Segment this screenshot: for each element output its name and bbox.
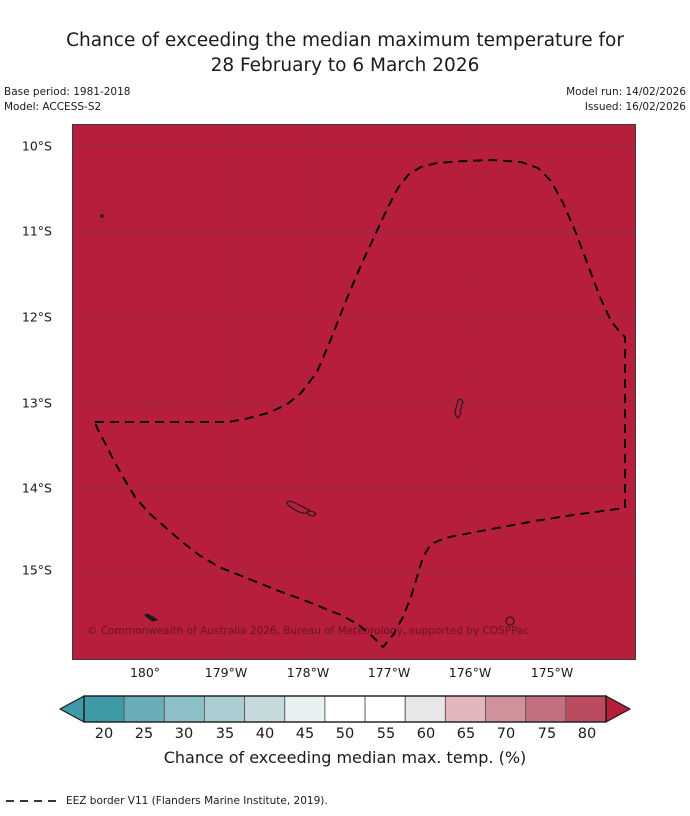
island-outlines [100,214,515,626]
x-tick-label: 178°W [286,665,330,680]
x-tick-label: 175°W [530,665,574,680]
colorbar-band [244,695,286,723]
island-speck-northwest [100,214,104,218]
footer-legend: EEZ border V11 (Flanders Marine Institut… [4,795,328,807]
y-tick-label: 12°S [21,309,52,325]
y-tick-label: 15°S [21,562,52,578]
colorbar-band [284,695,326,723]
island-small-southwest [144,613,159,622]
issued-text: Issued: 16/02/2026 [584,101,686,113]
y-tick-label: 11°S [21,223,52,239]
colorbar-band [404,695,446,723]
colorbar-band [525,695,567,723]
colorbar-tick-label: 80 [577,726,597,742]
metadata-left: Base period: 1981-2018 Model: ACCESS-S2 [4,85,130,115]
colorbar-svg [59,695,631,723]
island-kadavu [306,510,317,517]
page-title: Chance of exceeding the median maximum t… [0,28,690,78]
colorbar [0,690,690,760]
colorbar-tick-label: 65 [456,726,476,742]
colorbar-band [204,695,246,723]
x-tick-label: 176°W [448,665,492,680]
map-svg [73,125,635,659]
footer-text: EEZ border V11 (Flanders Marine Institut… [66,795,328,807]
y-tick-label: 13°S [21,395,52,411]
island-atoll-ring [505,616,515,626]
y-tick-label: 14°S [21,480,52,496]
island-viti-levu [286,500,310,514]
island-vanua-levu [454,398,464,419]
colorbar-tick-label: 70 [496,726,516,742]
gridlines-vertical [144,125,553,659]
metadata-right: Model run: 14/02/2026 Issued: 16/02/2026 [566,85,686,115]
colorbar-over-cap [605,695,631,723]
colorbar-tick-label: 50 [335,726,355,742]
base-period-text: Base period: 1981-2018 [4,86,131,98]
colorbar-band [123,695,165,723]
colorbar-band [163,695,205,723]
title-line-2: 28 February to 6 March 2026 [210,55,480,76]
colorbar-tick-label: 55 [376,726,396,742]
y-tick-label: 10°S [21,138,52,154]
map-plot-area: © Commonwealth of Australia 2026, Bureau… [72,124,636,660]
colorbar-tick-label: 20 [94,726,114,742]
colorbar-band [485,695,527,723]
colorbar-tick-label: 30 [174,726,194,742]
model-text: Model: ACCESS-S2 [4,101,102,113]
colorbar-band [324,695,366,723]
colorbar-band [444,695,486,723]
colorbar-tick-label: 75 [537,726,557,742]
colorbar-band [565,695,607,723]
colorbar-tick-label: 60 [416,726,436,742]
eez-border-path [94,159,626,648]
colorbar-tick-label: 25 [134,726,154,742]
colorbar-label: Chance of exceeding median max. temp. (%… [163,748,527,767]
x-tick-label: 179°W [204,665,248,680]
colorbar-tick-label: 40 [255,726,275,742]
colorbar-frame [83,695,607,723]
colorbar-band [364,695,406,723]
colorbar-tick-label: 45 [295,726,315,742]
x-tick-label: 180° [129,665,161,680]
eez-dash-sample-icon [6,800,60,802]
title-line-1: Chance of exceeding the median maximum t… [66,30,624,51]
colorbar-band [83,695,125,723]
colorbar-tick-label: 35 [215,726,235,742]
colorbar-under-cap [59,695,85,723]
model-run-text: Model run: 14/02/2026 [566,86,686,98]
gridlines-horizontal [73,145,635,572]
x-tick-label: 177°W [367,665,411,680]
